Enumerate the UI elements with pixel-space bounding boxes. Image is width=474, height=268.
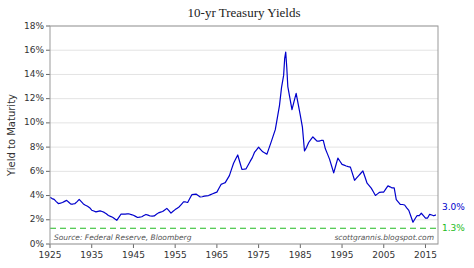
grid-line — [50, 74, 438, 75]
y-tick-label: 16% — [24, 45, 44, 55]
y-tick — [46, 122, 50, 123]
y-tick — [46, 219, 50, 220]
annotation: 1.3% — [442, 223, 465, 233]
x-tick-label: 1925 — [39, 250, 62, 260]
plot-area — [50, 52, 438, 228]
x-tick — [133, 244, 134, 248]
grid-line — [50, 171, 438, 172]
x-tick — [425, 244, 426, 248]
y-tick-label: 4% — [30, 190, 45, 200]
y-tick — [46, 50, 50, 51]
y-tick-label: 8% — [30, 142, 45, 152]
y-tick-label: 10% — [24, 117, 44, 127]
source-note: Source: Federal Reserve, Bloomberg — [54, 233, 192, 242]
x-tick-label: 1965 — [205, 250, 228, 260]
grid-line — [50, 122, 438, 123]
chart: 0% 2% 4% 6% 8% 10% 12% 14% 16% 18% 1925 1935 1945 195… — [0, 0, 474, 268]
y-tick — [46, 147, 50, 148]
x-tick — [216, 244, 217, 248]
y-grid — [50, 26, 438, 244]
y-tick-label: 0% — [30, 239, 45, 249]
grid-line — [50, 50, 438, 51]
chart-title: 10-yr Treasury Yields — [188, 5, 301, 20]
y-tick-label: 14% — [24, 69, 44, 79]
x-tick — [300, 244, 301, 248]
x-tick — [50, 244, 51, 248]
y-tick-label: 12% — [24, 93, 44, 103]
y-tick — [46, 26, 50, 27]
x-tick — [342, 244, 343, 248]
x-tick-label: 1985 — [289, 250, 312, 260]
x-tick — [91, 244, 92, 248]
background — [0, 0, 474, 268]
y-tick — [46, 171, 50, 172]
x-tick-label: 2005 — [372, 250, 395, 260]
x-tick-label: 1975 — [247, 250, 270, 260]
y-tick — [46, 244, 50, 245]
plot-frame — [50, 26, 438, 244]
x-tick-label: 1995 — [331, 250, 354, 260]
x-tick — [175, 244, 176, 248]
y-axis-label: Yield to Maturity — [6, 94, 17, 177]
grid-line — [50, 219, 438, 220]
x-tick-label: 1955 — [164, 250, 187, 260]
x-tick-label: 1945 — [122, 250, 145, 260]
x-tick — [258, 244, 259, 248]
website-note: scottgrannis.blogspot.com — [334, 233, 434, 242]
y-tick — [46, 195, 50, 196]
y-tick-label: 2% — [30, 214, 45, 224]
x-tick — [383, 244, 384, 248]
yield-line — [50, 52, 436, 222]
y-tick-label: 6% — [30, 166, 45, 176]
grid-line — [50, 147, 438, 148]
x-tick-label: 1935 — [80, 250, 103, 260]
grid-line — [50, 98, 438, 99]
x-tick-label: 2015 — [414, 250, 437, 260]
y-tick-label: 18% — [24, 21, 44, 31]
y-tick — [46, 98, 50, 99]
reference-line — [50, 228, 438, 229]
y-tick — [46, 74, 50, 75]
annotation: 3.0% — [442, 202, 465, 212]
grid-line — [50, 195, 438, 196]
